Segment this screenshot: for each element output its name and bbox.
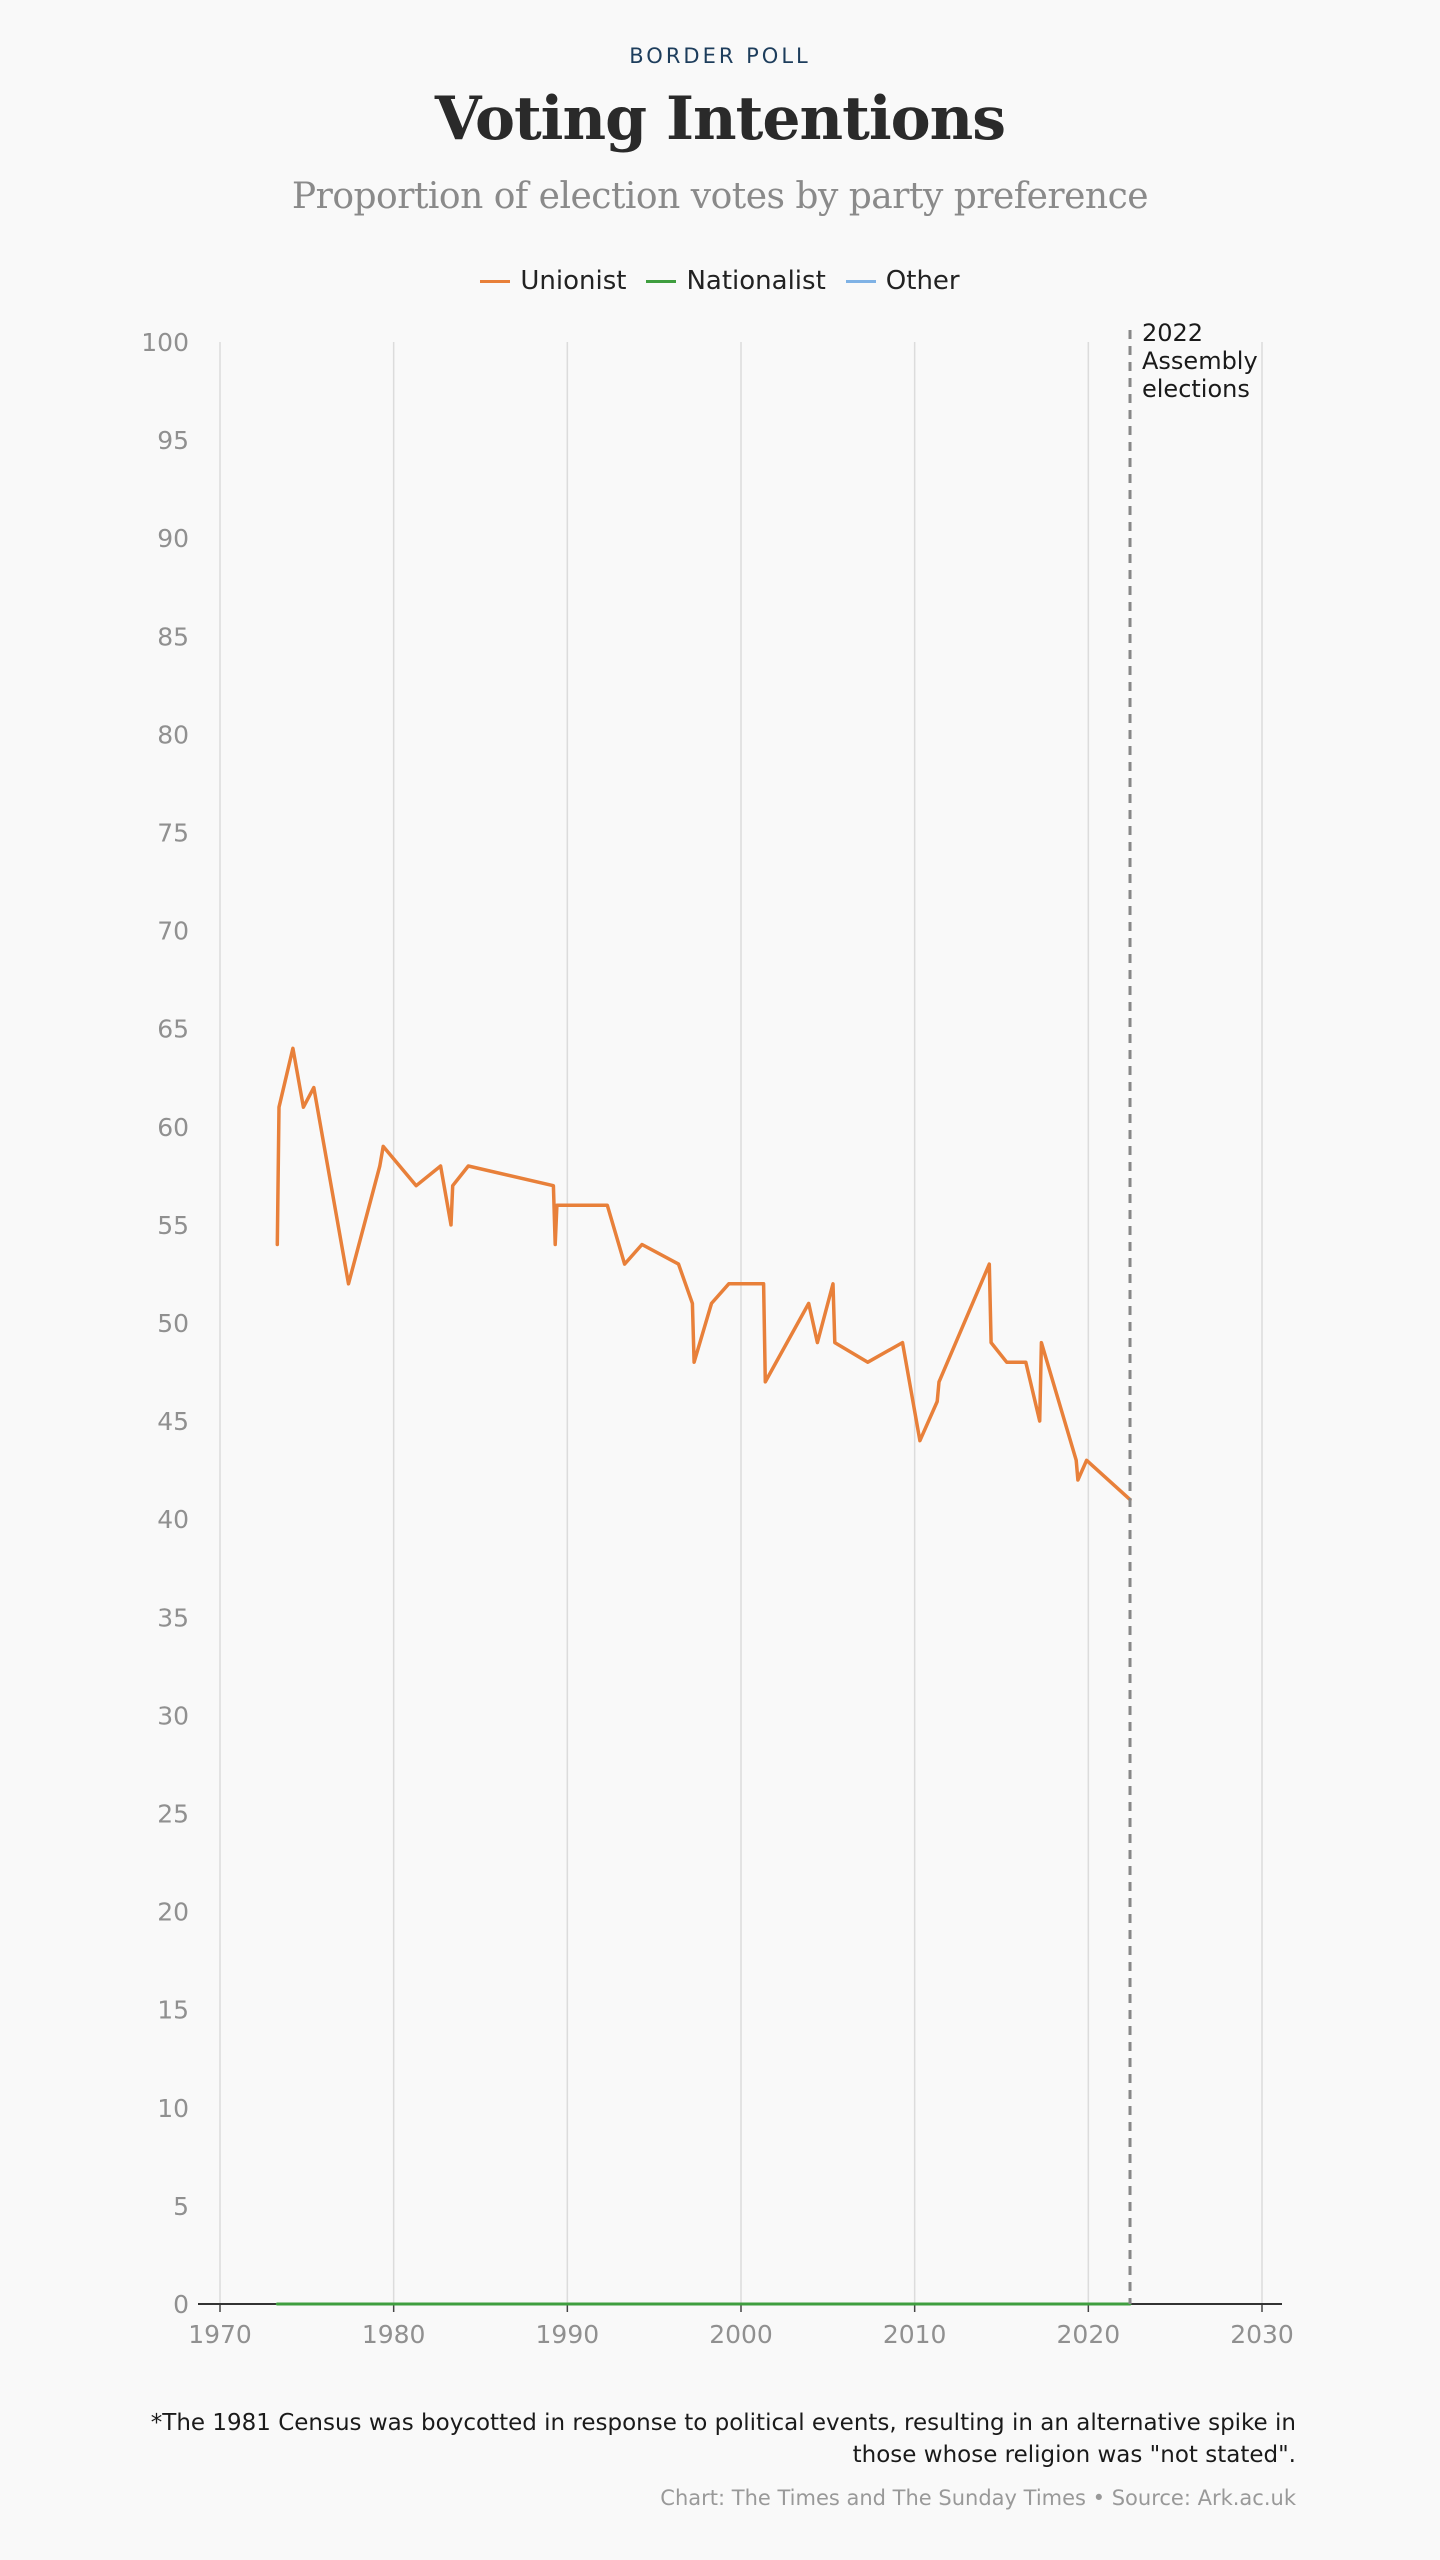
chart-kicker: BORDER POLL bbox=[629, 44, 811, 68]
y-tick-label-70: 70 bbox=[157, 917, 189, 946]
legend-item-unionist[interactable]: Unionist bbox=[480, 266, 626, 296]
y-tick-label-55: 55 bbox=[157, 1211, 189, 1240]
footnote: *The 1981 Census was boycotted in respon… bbox=[96, 2407, 1296, 2471]
legend-item-other[interactable]: Other bbox=[845, 266, 960, 296]
x-tick-label-1970: 1970 bbox=[188, 2320, 252, 2349]
annotation-text-0-0: 2022 bbox=[1142, 319, 1203, 347]
y-tick-label-25: 25 bbox=[157, 1800, 189, 1829]
legend-label-unionist: Unionist bbox=[520, 266, 627, 296]
x-tick-label-1980: 1980 bbox=[362, 2320, 426, 2349]
y-tick-label-80: 80 bbox=[157, 720, 189, 749]
series-lines bbox=[275, 1046, 1132, 2306]
line-chart: 0 5 10 15 20 25 30 35 40 45 50 55 60 65 70 75 80 85 90 95 10… bbox=[141, 319, 1294, 2349]
y-tick-label-40: 40 bbox=[157, 1505, 189, 1534]
series-line-unionist bbox=[275, 1046, 1132, 1502]
y-tick-label-95: 95 bbox=[157, 426, 189, 455]
y-tick-label-0: 0 bbox=[173, 2290, 189, 2319]
y-tick-label-20: 20 bbox=[157, 1898, 189, 1927]
footnote-line-2: those whose religion was "not stated". bbox=[852, 2442, 1296, 2468]
annotation-text-0-2: elections bbox=[1142, 375, 1250, 403]
y-tick-label-35: 35 bbox=[157, 1603, 189, 1632]
y-tick-label-60: 60 bbox=[157, 1113, 189, 1142]
x-tick-label-2030: 2030 bbox=[1230, 2320, 1294, 2349]
y-tick-label-100: 100 bbox=[141, 328, 189, 357]
grid-lines bbox=[219, 342, 1263, 2304]
legend-swatch-other bbox=[845, 279, 876, 283]
legend-item-nationalist[interactable]: Nationalist bbox=[646, 266, 826, 296]
x-tick-label-2000: 2000 bbox=[709, 2320, 773, 2349]
y-tick-label-5: 5 bbox=[173, 2192, 189, 2221]
y-tick-label-10: 10 bbox=[157, 2094, 189, 2123]
annotation-text-0-1: Assembly bbox=[1142, 347, 1258, 375]
y-tick-label-90: 90 bbox=[157, 524, 189, 553]
chart-subtitle: Proportion of election votes by party pr… bbox=[291, 176, 1149, 217]
x-tick-label-1990: 1990 bbox=[536, 2320, 600, 2349]
legend-label-other: Other bbox=[885, 266, 960, 296]
y-axis: 0 5 10 15 20 25 30 35 40 45 50 55 60 65 70 75 80 85 90 95 10… bbox=[141, 328, 189, 2319]
x-axis: 1970 1980 1990 2000 2010 2020 2030 bbox=[188, 2303, 1294, 2349]
credit-line: Chart: The Times and The Sunday Times • … bbox=[660, 2486, 1296, 2510]
y-tick-label-45: 45 bbox=[157, 1407, 189, 1436]
legend-swatch-unionist bbox=[480, 279, 511, 283]
legend-label-nationalist: Nationalist bbox=[686, 266, 826, 296]
y-tick-label-30: 30 bbox=[157, 1701, 189, 1730]
y-tick-label-85: 85 bbox=[157, 622, 189, 651]
x-tick-label-2010: 2010 bbox=[883, 2320, 947, 2349]
x-tick-label-2020: 2020 bbox=[1057, 2320, 1121, 2349]
footnote-line-1: *The 1981 Census was boycotted in respon… bbox=[150, 2410, 1296, 2436]
chart-legend: Unionist Nationalist Other bbox=[0, 266, 1440, 296]
y-tick-label-65: 65 bbox=[157, 1015, 189, 1044]
y-tick-label-75: 75 bbox=[157, 819, 189, 848]
y-tick-label-15: 15 bbox=[157, 1996, 189, 2025]
chart-title: Voting Intentions bbox=[434, 84, 1006, 154]
y-tick-label-50: 50 bbox=[157, 1309, 189, 1338]
legend-swatch-nationalist bbox=[646, 279, 677, 283]
